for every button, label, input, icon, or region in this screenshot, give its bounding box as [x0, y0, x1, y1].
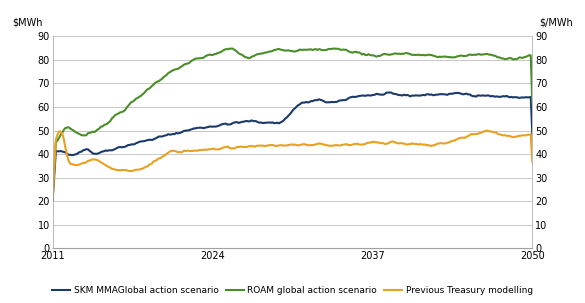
Text: $/MWh: $/MWh — [539, 18, 573, 28]
SKM MMAGlobal action scenario — [388, 91, 395, 94]
ROAM global action scenario — [330, 47, 337, 50]
ROAM global action scenario — [345, 49, 352, 53]
Previous Treasury modelling — [529, 160, 536, 164]
Line: ROAM global action scenario: ROAM global action scenario — [53, 48, 532, 197]
SKM MMAGlobal action scenario — [49, 198, 56, 202]
Previous Treasury modelling — [49, 195, 56, 199]
Previous Treasury modelling — [51, 167, 58, 170]
Text: $MWh: $MWh — [12, 18, 42, 28]
SKM MMAGlobal action scenario — [335, 99, 342, 103]
Previous Treasury modelling — [343, 142, 350, 146]
SKM MMAGlobal action scenario — [51, 174, 58, 178]
Previous Treasury modelling — [453, 138, 460, 141]
Line: SKM MMAGlobal action scenario: SKM MMAGlobal action scenario — [53, 92, 532, 200]
Previous Treasury modelling — [484, 129, 491, 133]
Previous Treasury modelling — [335, 143, 342, 147]
ROAM global action scenario — [51, 168, 58, 172]
ROAM global action scenario — [455, 54, 462, 58]
ROAM global action scenario — [529, 102, 536, 106]
ROAM global action scenario — [335, 47, 342, 51]
ROAM global action scenario — [336, 48, 343, 51]
SKM MMAGlobal action scenario — [333, 100, 340, 104]
Line: Previous Treasury modelling: Previous Treasury modelling — [53, 131, 532, 197]
SKM MMAGlobal action scenario — [529, 133, 536, 137]
SKM MMAGlobal action scenario — [455, 91, 462, 95]
SKM MMAGlobal action scenario — [486, 94, 493, 97]
Previous Treasury modelling — [486, 130, 493, 133]
SKM MMAGlobal action scenario — [343, 98, 350, 102]
Legend: SKM MMAGlobal action scenario, ROAM global action scenario, Previous Treasury mo: SKM MMAGlobal action scenario, ROAM glob… — [49, 282, 536, 298]
ROAM global action scenario — [49, 195, 56, 198]
Previous Treasury modelling — [333, 143, 340, 147]
ROAM global action scenario — [486, 53, 493, 56]
